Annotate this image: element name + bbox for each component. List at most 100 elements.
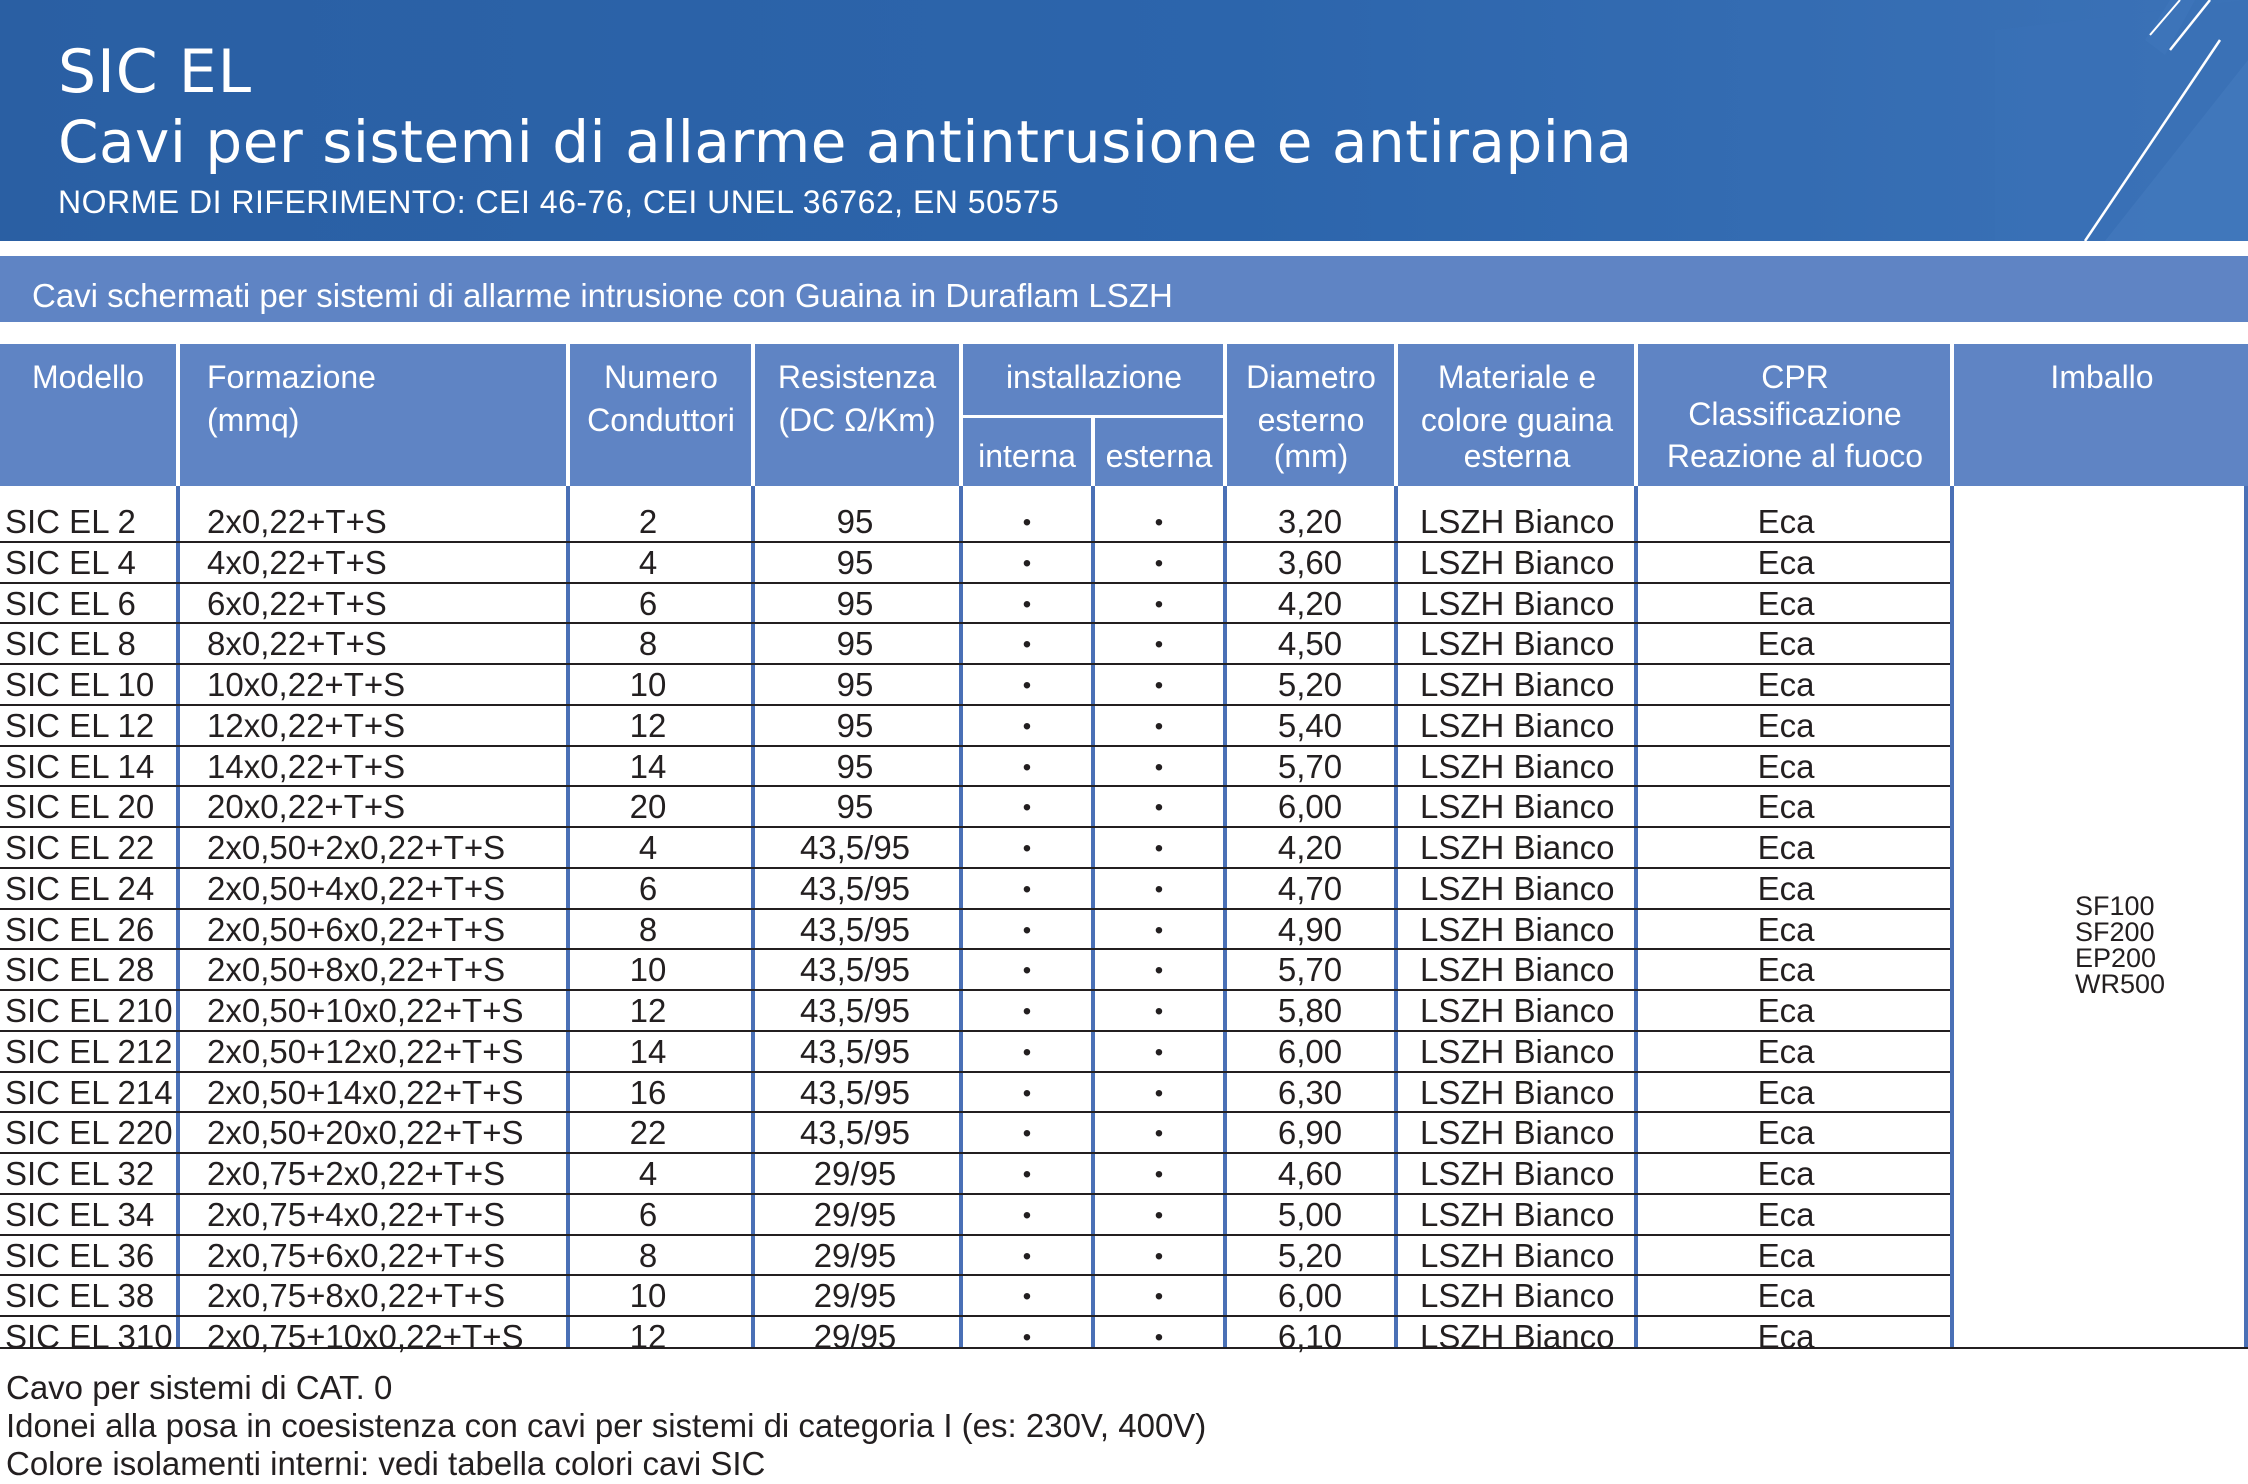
table-cell-esterna: • [1154, 509, 1164, 536]
row-divider [0, 1193, 1950, 1195]
row-divider [0, 745, 1950, 747]
table-cell-conduttori: 2 [638, 503, 658, 540]
table-cell-interna: • [1022, 550, 1032, 577]
row-divider [0, 908, 1950, 910]
table-cell-materiale: LSZH Bianco [1420, 1237, 1615, 1274]
table-cell-formazione: 2x0,50+12x0,22+T+S [207, 1033, 524, 1070]
table-cell-diametro: 5,40 [1277, 707, 1343, 744]
imballo-item: EP200 [2075, 943, 2157, 973]
table-cell-cpr: Eca [1757, 829, 1815, 866]
table-cell-resistenza: 29/95 [813, 1277, 897, 1314]
page-title: SIC EL [58, 37, 253, 107]
table-cell-diametro: 3,20 [1277, 503, 1343, 540]
table-cell-conduttori: 22 [629, 1114, 667, 1151]
header-divider [566, 344, 570, 486]
column-divider [1394, 486, 1398, 1348]
column-divider [751, 486, 755, 1348]
table-cell-diametro: 5,20 [1277, 666, 1343, 703]
table-cell-conduttori: 6 [638, 585, 658, 622]
table-cell-modello: SIC EL 2 [5, 503, 136, 540]
table-cell-modello: SIC EL 38 [5, 1277, 155, 1314]
table-cell-modello: SIC EL 34 [5, 1196, 155, 1233]
table-cell-diametro: 4,50 [1277, 625, 1343, 662]
table-cell-interna: • [1022, 1202, 1032, 1229]
table-cell-conduttori: 20 [629, 788, 667, 825]
col-header-esterna: esterna [1105, 438, 1213, 474]
table-cell-esterna: • [1154, 957, 1164, 984]
table-cell-esterna: • [1154, 1080, 1164, 1107]
table-cell-materiale: LSZH Bianco [1420, 870, 1615, 907]
column-divider [2244, 486, 2248, 1348]
table-cell-interna: • [1022, 631, 1032, 658]
table-cell-materiale: LSZH Bianco [1420, 1033, 1615, 1070]
table-cell-materiale: LSZH Bianco [1420, 992, 1615, 1029]
row-divider [0, 582, 1950, 584]
header-divider [176, 344, 180, 486]
table-cell-formazione: 14x0,22+T+S [207, 748, 406, 785]
header-divider [1091, 417, 1095, 486]
table-cell-modello: SIC EL 28 [5, 951, 155, 988]
table-cell-cpr: Eca [1757, 1277, 1815, 1314]
table-cell-esterna: • [1154, 550, 1164, 577]
table-cell-formazione: 2x0,50+2x0,22+T+S [207, 829, 506, 866]
table-cell-formazione: 10x0,22+T+S [207, 666, 406, 703]
table-cell-interna: • [1022, 509, 1032, 536]
table-cell-modello: SIC EL 212 [5, 1033, 173, 1070]
column-divider [566, 486, 570, 1348]
table-cell-cpr: Eca [1757, 666, 1815, 703]
table-cell-cpr: Eca [1757, 788, 1815, 825]
table-cell-esterna: • [1154, 591, 1164, 618]
table-cell-materiale: LSZH Bianco [1420, 951, 1615, 988]
table-cell-diametro: 6,10 [1277, 1318, 1343, 1355]
header-divider [959, 344, 963, 486]
table-cell-esterna: • [1154, 631, 1164, 658]
cable-illustration-icon [1995, 0, 2248, 241]
table-cell-interna: • [1022, 672, 1032, 699]
col-header-diametro-unit: (mm) [1273, 438, 1349, 474]
table-cell-resistenza: 43,5/95 [799, 951, 911, 988]
table-cell-cpr: Eca [1757, 503, 1815, 540]
table-cell-diametro: 4,60 [1277, 1155, 1343, 1192]
row-divider [0, 826, 1950, 828]
table-cell-cpr: Eca [1757, 707, 1815, 744]
row-divider [0, 1315, 1950, 1317]
table-cell-resistenza: 43,5/95 [799, 870, 911, 907]
col-header-materiale-2: colore guaina [1420, 402, 1614, 438]
table-cell-cpr: Eca [1757, 870, 1815, 907]
table-cell-resistenza: 95 [836, 625, 874, 662]
table-cell-diametro: 4,90 [1277, 911, 1343, 948]
section-title: Cavi schermati per sistemi di allarme in… [32, 277, 1173, 314]
table-cell-diametro: 6,00 [1277, 1277, 1343, 1314]
table-cell-resistenza: 43,5/95 [799, 1033, 911, 1070]
table-cell-materiale: LSZH Bianco [1420, 1074, 1615, 1111]
table-cell-formazione: 2x0,75+6x0,22+T+S [207, 1237, 506, 1274]
table-cell-conduttori: 8 [638, 625, 658, 662]
table-cell-resistenza: 43,5/95 [799, 992, 911, 1029]
table-cell-cpr: Eca [1757, 1155, 1815, 1192]
header-divider [963, 415, 1225, 418]
table-cell-esterna: • [1154, 876, 1164, 903]
table-cell-interna: • [1022, 957, 1032, 984]
table-cell-esterna: • [1154, 1161, 1164, 1188]
header-divider [1394, 344, 1398, 486]
table-cell-interna: • [1022, 1283, 1032, 1310]
table-cell-conduttori: 12 [629, 992, 667, 1029]
table-cell-conduttori: 4 [638, 829, 658, 866]
table-cell-formazione: 2x0,75+8x0,22+T+S [207, 1277, 506, 1314]
column-divider [1634, 486, 1638, 1348]
table-cell-materiale: LSZH Bianco [1420, 544, 1615, 581]
table-cell-interna: • [1022, 1080, 1032, 1107]
page-header [0, 0, 2248, 241]
row-divider [0, 1030, 1950, 1032]
table-cell-formazione: 20x0,22+T+S [207, 788, 406, 825]
table-cell-cpr: Eca [1757, 951, 1815, 988]
table-cell-formazione: 6x0,22+T+S [207, 585, 387, 622]
table-cell-resistenza: 29/95 [813, 1318, 897, 1355]
table-cell-formazione: 4x0,22+T+S [207, 544, 387, 581]
table-cell-diametro: 4,20 [1277, 585, 1343, 622]
footnote: Cavo per sistemi di CAT. 0 [6, 1369, 393, 1406]
table-cell-modello: SIC EL 24 [5, 870, 155, 907]
table-cell-materiale: LSZH Bianco [1420, 1114, 1615, 1151]
table-cell-conduttori: 4 [638, 544, 658, 581]
row-divider [0, 1111, 1950, 1113]
